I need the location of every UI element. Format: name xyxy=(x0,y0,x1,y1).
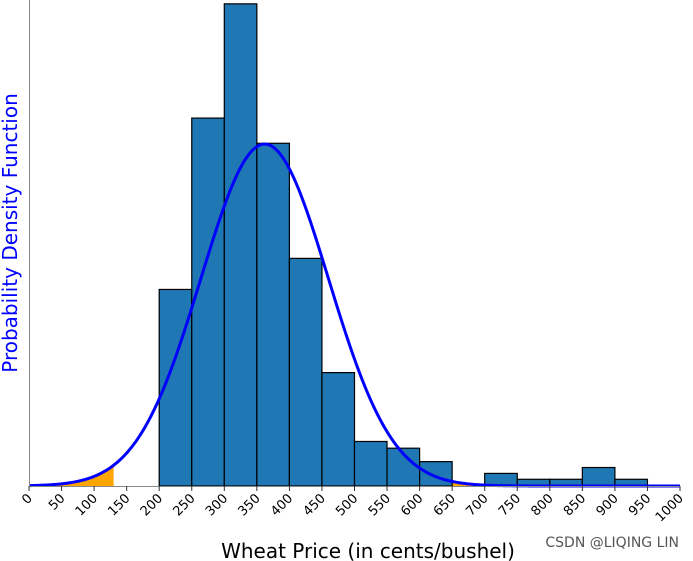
x-tick-label: 300 xyxy=(203,491,231,519)
histogram-bar xyxy=(256,142,291,487)
x-tick-label: 350 xyxy=(236,491,264,519)
histogram-bar xyxy=(321,372,356,487)
x-tick-label: 100 xyxy=(73,491,101,519)
x-tick-label: 900 xyxy=(594,491,622,519)
x-tick-label: 50 xyxy=(46,491,68,513)
x-axis-title: Wheat Price (in cents/bushel) xyxy=(221,539,515,561)
watermark: CSDN @LIQING LIN xyxy=(545,535,679,551)
histogram-bar xyxy=(419,461,453,487)
x-tick-label: 600 xyxy=(398,491,426,519)
histogram-bar xyxy=(353,440,388,487)
x-tick-label: 450 xyxy=(301,491,329,519)
x-tick-label: 850 xyxy=(561,491,589,519)
histogram-bar xyxy=(288,257,323,487)
shaded-region-0 xyxy=(29,465,114,486)
y-axis-title: Probability Density Function xyxy=(0,93,22,373)
x-tick-label: 750 xyxy=(496,491,524,519)
x-tick-label: 1000 xyxy=(653,491,687,525)
x-tick-label: 700 xyxy=(463,491,491,519)
x-tick-label: 550 xyxy=(366,491,394,519)
x-tick-label: 650 xyxy=(431,491,459,519)
histogram-bar xyxy=(191,117,225,487)
x-tick-label: 800 xyxy=(528,491,556,519)
histogram-bars xyxy=(158,3,649,487)
x-tick-label: 950 xyxy=(626,491,654,519)
x-tick-label: 400 xyxy=(268,491,296,519)
x-tick-label: 0 xyxy=(19,491,35,507)
histogram-bar xyxy=(581,466,616,487)
x-tick-label: 200 xyxy=(138,491,166,519)
histogram-bar xyxy=(223,3,258,487)
x-tick-label: 250 xyxy=(170,491,198,519)
x-tick-label: 150 xyxy=(105,491,133,519)
x-tick-label: 500 xyxy=(333,491,361,519)
x-axis-ticks: 0 50 100 150 200 250 300 350 400 450 500 550 600 650 7… xyxy=(19,486,687,525)
